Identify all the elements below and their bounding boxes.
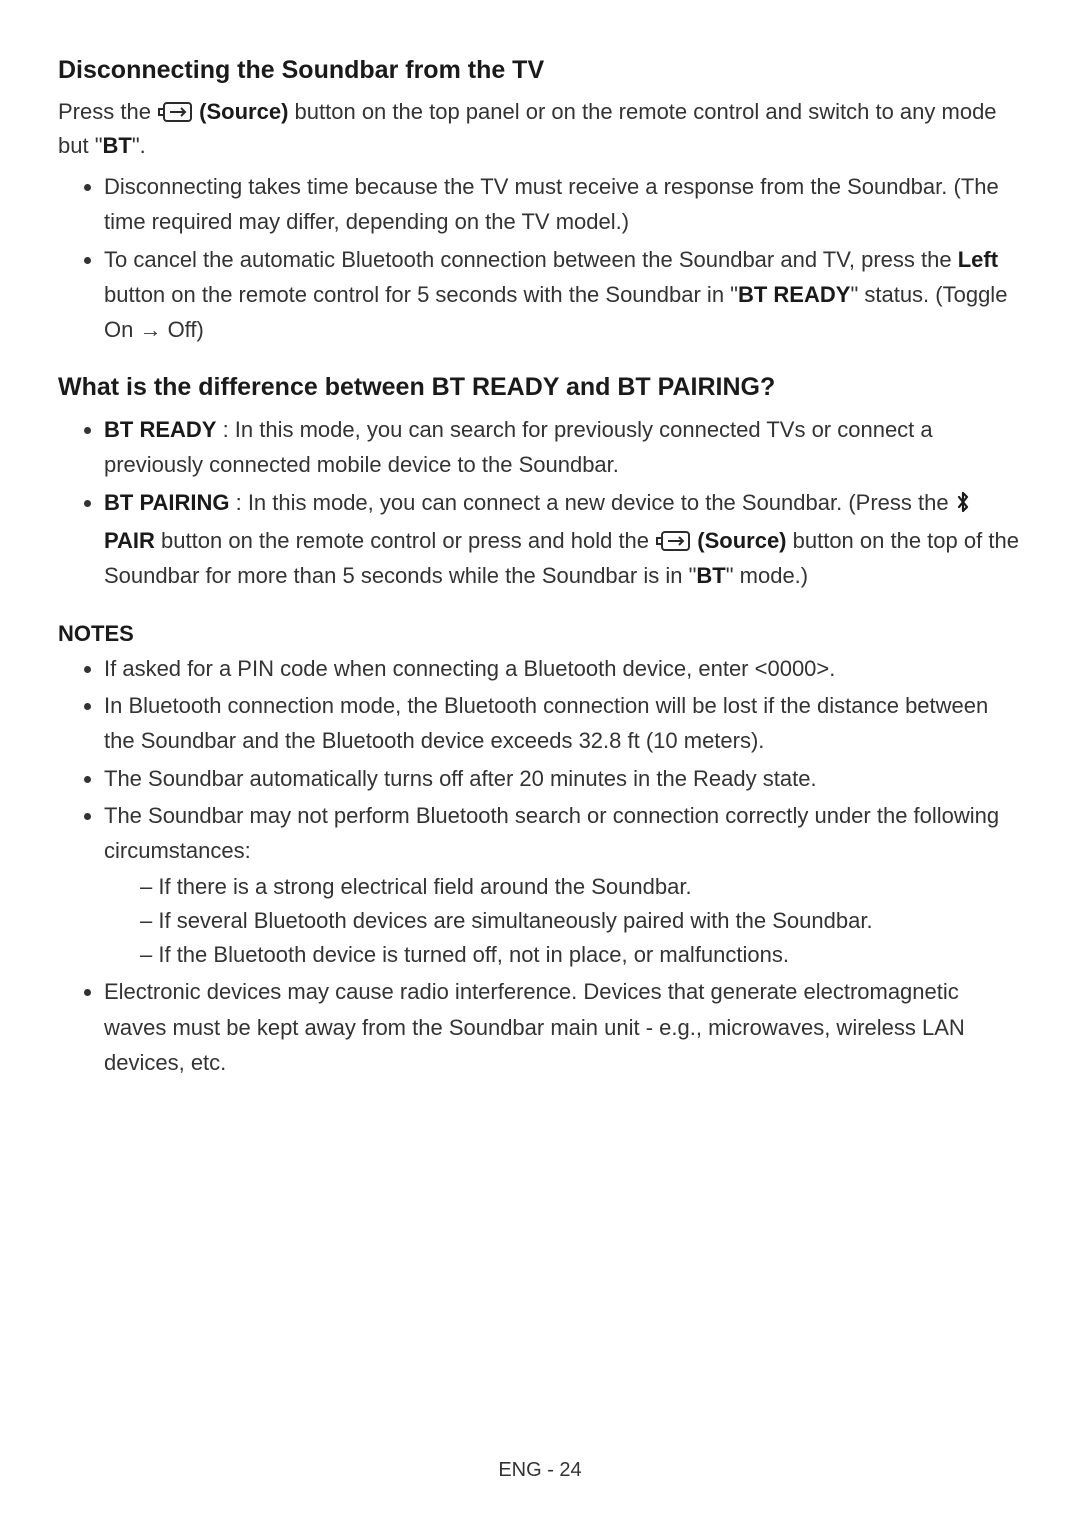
intro-post: ".	[132, 133, 146, 158]
bluetooth-icon	[956, 488, 970, 523]
b2-pre: To cancel the automatic Bluetooth connec…	[104, 247, 958, 272]
btpairing-term: BT PAIRING	[104, 490, 229, 515]
list-item: To cancel the automatic Bluetooth connec…	[104, 242, 1022, 348]
bt-label-2: BT	[696, 563, 725, 588]
section1-intro: Press the (Source) button on the top pan…	[58, 95, 1022, 163]
list-item: Electronic devices may cause radio inter…	[104, 974, 1022, 1080]
list-item: BT READY : In this mode, you can search …	[104, 412, 1022, 482]
bt-label: BT	[103, 133, 132, 158]
btready-term: BT READY	[104, 417, 216, 442]
section-difference: What is the difference between BT READY …	[58, 373, 1022, 593]
n4-text: The Soundbar may not perform Bluetooth s…	[104, 803, 999, 863]
section1-bullets: Disconnecting takes time because the TV …	[58, 169, 1022, 347]
section-disconnecting: Disconnecting the Soundbar from the TV P…	[58, 56, 1022, 347]
section-notes: NOTES If asked for a PIN code when conne…	[58, 621, 1022, 1080]
b2-pre: : In this mode, you can connect a new de…	[229, 490, 954, 515]
b2-mid: button on the remote control or press an…	[155, 528, 655, 553]
notes-heading: NOTES	[58, 621, 1022, 647]
list-item: The Soundbar may not perform Bluetooth s…	[104, 798, 1022, 973]
source-label: (Source)	[199, 99, 288, 124]
notes-bullets: If asked for a PIN code when connecting …	[58, 651, 1022, 1080]
b2-mid: button on the remote control for 5 secon…	[104, 282, 738, 307]
manual-page: Disconnecting the Soundbar from the TV P…	[0, 0, 1080, 1080]
section2-bullets: BT READY : In this mode, you can search …	[58, 412, 1022, 593]
list-item: If the Bluetooth device is turned off, n…	[140, 938, 1022, 972]
pair-label: PAIR	[104, 528, 155, 553]
list-item: The Soundbar automatically turns off aft…	[104, 761, 1022, 796]
intro-pre: Press the	[58, 99, 157, 124]
list-item: If several Bluetooth devices are simulta…	[140, 904, 1022, 938]
b2-post: " mode.)	[726, 563, 808, 588]
left-label: Left	[958, 247, 998, 272]
list-item: If there is a strong electrical field ar…	[140, 870, 1022, 904]
list-item: In Bluetooth connection mode, the Blueto…	[104, 688, 1022, 758]
list-item: Disconnecting takes time because the TV …	[104, 169, 1022, 239]
btready-text: : In this mode, you can search for previ…	[104, 417, 933, 477]
notes-sublist: If there is a strong electrical field ar…	[104, 870, 1022, 972]
source-icon	[656, 531, 690, 551]
page-footer: ENG - 24	[0, 1459, 1080, 1482]
section2-title: What is the difference between BT READY …	[58, 373, 1022, 402]
source-label-2: (Source)	[697, 528, 786, 553]
list-item: BT PAIRING : In this mode, you can conne…	[104, 485, 1022, 594]
source-icon	[158, 102, 192, 122]
btready-label: BT READY	[738, 282, 850, 307]
list-item: If asked for a PIN code when connecting …	[104, 651, 1022, 686]
section1-title: Disconnecting the Soundbar from the TV	[58, 56, 1022, 85]
